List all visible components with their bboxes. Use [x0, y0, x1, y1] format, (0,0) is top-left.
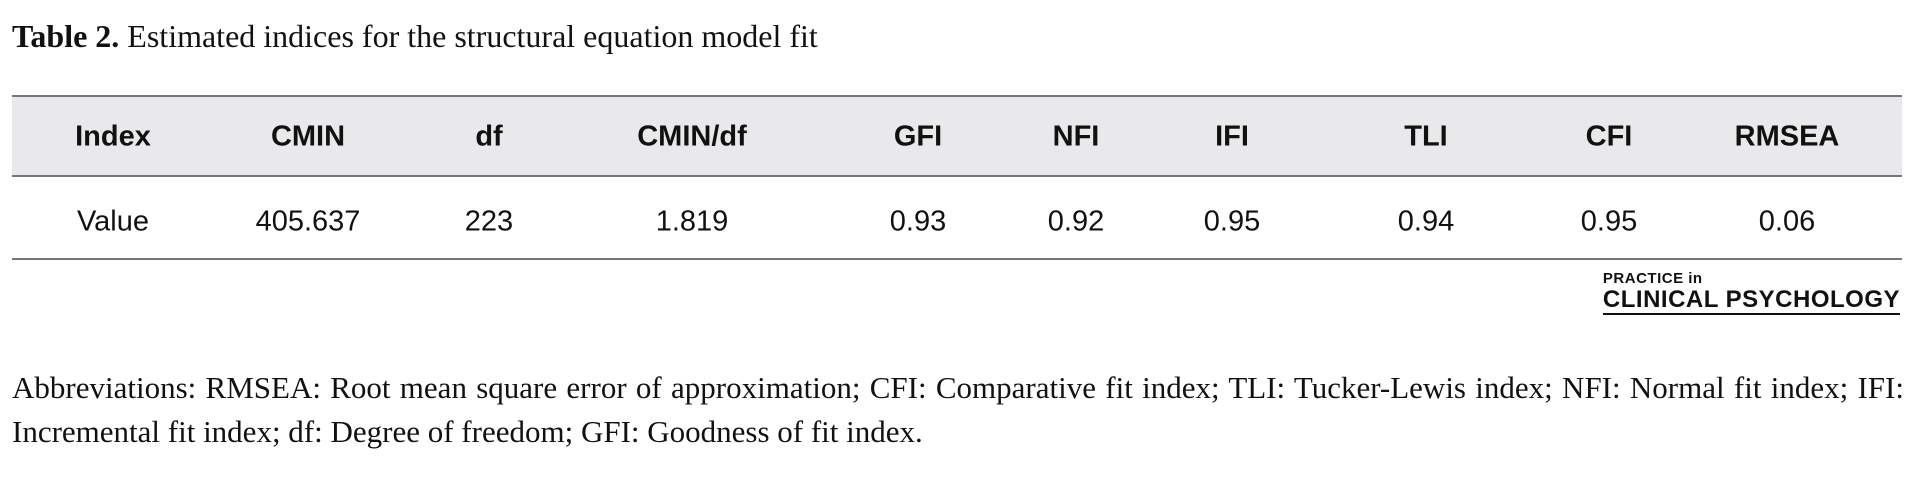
cell: 0.95: [1203, 205, 1261, 238]
caption-text: Estimated indices for the structural equ…: [127, 18, 818, 54]
logo-line: CLINICAL PSYCHOLOGY: [1602, 286, 1900, 315]
header-band: [12, 95, 1902, 177]
cell: 0.94: [1397, 205, 1455, 238]
cell: 0.95: [1580, 205, 1638, 238]
header-cell: TLI: [1404, 120, 1448, 153]
cell: 0.93: [889, 205, 947, 238]
header-cell: RMSEA: [1734, 120, 1840, 153]
cell: Value: [76, 205, 150, 238]
header-cell: NFI: [1052, 120, 1100, 153]
header-cell: CMIN: [270, 120, 346, 153]
logo-line: PRACTICE in: [1602, 270, 1703, 287]
caption-label: Table 2.: [12, 18, 120, 54]
caption: Table 2. Estimated indices for the struc…: [12, 18, 818, 55]
cell: 0.92: [1047, 205, 1105, 238]
header-cell: CFI: [1585, 120, 1633, 153]
logo: PRACTICE in CLINICAL PSYCHOLOGY: [1602, 270, 1900, 315]
cell: 223: [464, 205, 514, 238]
header-cell: IFI: [1215, 120, 1249, 153]
header-cell: df: [475, 120, 503, 153]
header-cell: CMIN/df: [637, 120, 747, 153]
row-rule: [12, 258, 1902, 260]
cell: 405.637: [255, 205, 361, 238]
cell: 1.819: [655, 205, 729, 238]
header-cell: GFI: [893, 120, 943, 153]
header-cell: Index: [75, 120, 151, 153]
footnote: Abbreviations: RMSEA: Root mean square e…: [12, 370, 1904, 449]
cell: 0.06: [1758, 205, 1816, 238]
